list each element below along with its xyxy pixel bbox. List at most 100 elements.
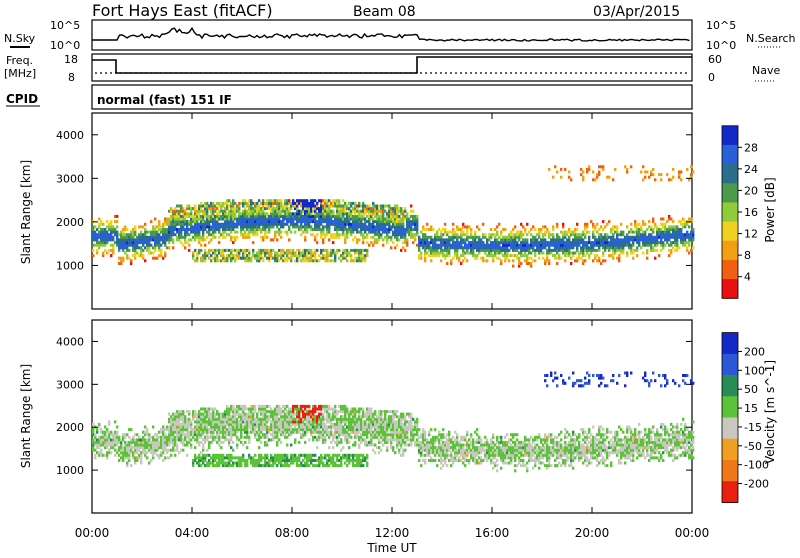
velocity-heatmap-cell [176,444,178,447]
power-heatmap-cell [534,254,536,257]
velocity-heatmap-cell [328,405,330,408]
power-heatmap-cell [140,231,142,234]
power-heatmap-cell [360,252,362,255]
power-heatmap-cell [186,225,188,228]
power-heatmap-cell [388,205,390,208]
power-heatmap-cell [470,231,472,234]
power-heatmap-cell [260,254,262,257]
power-heatmap-cell [592,171,594,174]
power-heatmap-cell [670,244,672,247]
velocity-heatmap-cell [310,456,312,459]
power-heatmap-cell [280,231,282,234]
velocity-heatmap-cell [158,456,160,459]
power-heatmap-cell [626,252,628,255]
power-heatmap-cell [532,246,534,249]
power-heatmap-cell [230,259,232,262]
power-heatmap-cell [594,236,596,239]
power-heatmap-cell [582,178,584,181]
power-heatmap-cell [644,231,646,234]
velocity-heatmap-cell [288,464,290,467]
power-heatmap-cell [602,165,604,168]
velocity-heatmap-cell [230,436,232,439]
velocity-heatmap-cell [152,456,154,459]
power-heatmap-cell [314,254,316,257]
power-heatmap-cell [576,223,578,226]
power-heatmap-cell [594,225,596,228]
velocity-heatmap-cell [272,438,274,441]
power-heatmap-cell [646,252,648,255]
velocity-heatmap-cell [198,444,200,447]
power-heatmap-cell [154,246,156,249]
power-heatmap-cell [474,231,476,234]
beam-label: Beam 08 [353,4,416,20]
power-heatmap-cell [588,238,590,241]
velocity-heatmap-cell [304,408,306,411]
power-heatmap-cell [258,199,260,202]
power-heatmap-cell [500,259,502,262]
velocity-heatmap-cell [140,456,142,459]
power-heatmap-cell [472,252,474,255]
velocity-heatmap-cell [124,436,126,439]
power-heatmap-cell [474,238,476,241]
velocity-heatmap-cell [234,415,236,418]
power-heatmap-cell [690,173,692,176]
power-heatmap-cell [678,246,680,249]
power-heatmap-cell [180,233,182,236]
power-heatmap-cell [578,244,580,247]
velocity-heatmap-cell [168,413,170,416]
power-heatmap-cell [664,223,666,226]
power-heatmap-cell [102,223,104,226]
power-heatmap-cell [676,249,678,252]
power-ytick-label: 4000 [56,129,84,142]
power-heatmap-cell [214,210,216,213]
power-heatmap-cell [412,210,414,213]
power-heatmap-cell [188,249,190,252]
power-heatmap-cell [554,254,556,257]
power-heatmap-cell [484,236,486,239]
power-heatmap-cell [276,238,278,241]
power-heatmap-cell [264,254,266,257]
power-heatmap-cell [332,212,334,215]
power-heatmap-cell [262,238,264,241]
power-heatmap-cell [638,223,640,226]
power-heatmap-cell [546,257,548,260]
power-heatmap-cell [672,176,674,179]
power-heatmap-cell [462,254,464,257]
power-heatmap-cell [524,252,526,255]
velocity-heatmap-cell [208,444,210,447]
velocity-heatmap-cell [94,454,96,457]
power-heatmap-cell [670,178,672,181]
power-heatmap-cell [602,220,604,223]
power-heatmap-cell [644,176,646,179]
power-heatmap-cell [126,246,128,249]
power-heatmap-cell [628,241,630,244]
power-heatmap-cell [578,254,580,257]
power-heatmap-cell [626,171,628,174]
power-heatmap-cell [196,220,198,223]
power-heatmap-cell [264,233,266,236]
power-heatmap-cell [638,231,640,234]
power-heatmap-cell [290,257,292,260]
power-heatmap-cell [582,252,584,255]
power-heatmap-cell [376,212,378,215]
power-heatmap-cell [120,262,122,265]
velocity-heatmap-cell [314,405,316,408]
power-heatmap-cell [528,231,530,234]
power-heatmap-cell [498,257,500,260]
power-heatmap-cell [312,233,314,236]
velocity-heatmap-cell [244,441,246,444]
power-heatmap-cell [494,228,496,231]
power-heatmap-cell [642,220,644,223]
power-heatmap-cell [456,238,458,241]
power-heatmap-cell [406,212,408,215]
power-heatmap-cell [668,215,670,218]
power-heatmap-cell [476,225,478,228]
power-heatmap-cell [314,218,316,221]
power-heatmap-cell [560,257,562,260]
power-heatmap-cell [534,228,536,231]
power-heatmap-cell [660,238,662,241]
velocity-heatmap-cell [232,441,234,444]
power-heatmap-cell [148,246,150,249]
power-heatmap-cell [558,254,560,257]
power-heatmap-cell [416,233,418,236]
